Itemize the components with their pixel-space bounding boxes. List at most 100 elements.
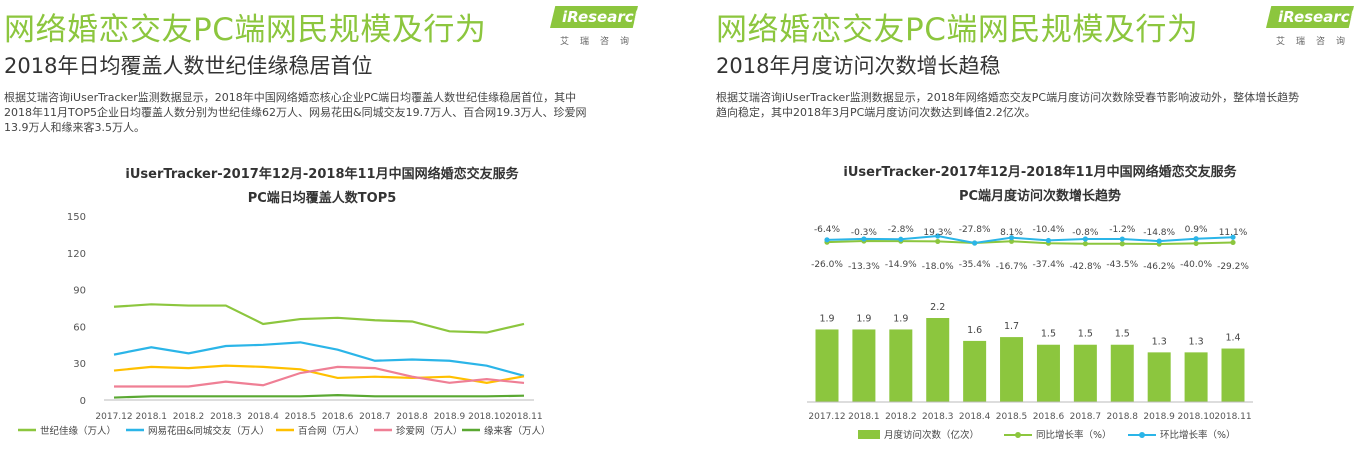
bar (852, 329, 876, 402)
bar-value-label: 1.4 (1225, 333, 1240, 344)
legend-label: 月度访问次数（亿次） (884, 429, 979, 441)
mom-line (826, 234, 1234, 245)
x-tick-label: 2018.1 (848, 412, 880, 422)
right-description: 根据艾瑞咨询iUserTracker监测数据显示，2018年网络婚恋交友PC端月… (716, 90, 1299, 120)
legend-marker-mom (1139, 432, 1145, 438)
mom-point (861, 236, 867, 242)
yoy-label: -13.3% (848, 262, 880, 272)
y-tick-label: 60 (73, 322, 86, 333)
chart-title: iUserTracker-2017年12月-2018年11月中国网络婚恋交友服务 (125, 166, 519, 182)
mom-label: 8.1% (1000, 228, 1023, 238)
mom-point (824, 237, 830, 243)
y-tick-label: 150 (67, 212, 86, 223)
logo-cn-text: 艾瑞咨询 (1276, 37, 1357, 47)
mom-point (935, 233, 941, 239)
x-tick-label: 2018.6 (1033, 412, 1065, 422)
bar-value-label: 1.9 (819, 313, 834, 324)
yoy-label: -46.2% (1143, 262, 1175, 272)
x-tick-label: 2018.1 (136, 412, 168, 422)
mom-label: -10.4% (1033, 225, 1065, 235)
x-tick-label: 2018.5 (285, 412, 317, 422)
left-description: 根据艾瑞咨询iUserTracker监测数据显示，2018年中国网络婚恋核心企业… (4, 90, 587, 135)
bar (1184, 352, 1208, 402)
mom-label: -0.8% (1072, 228, 1099, 238)
mom-point (1156, 238, 1162, 244)
mom-point (1230, 234, 1236, 240)
x-tick-label: 2018.11 (1214, 412, 1251, 422)
mom-label: 11.1% (1219, 228, 1248, 238)
yoy-point (1008, 238, 1015, 244)
chart-title: iUserTracker-2017年12月-2018年11月中国网络婚恋交友服务 (843, 164, 1237, 180)
yoy-point (1082, 241, 1088, 247)
bar (815, 329, 839, 402)
mom-label: -27.8% (959, 225, 991, 235)
left-subtitle: 2018年日均覆盖人数世纪佳缘稳居首位 (4, 54, 373, 78)
y-tick-label: 90 (73, 286, 86, 297)
y-tick-label: 0 (80, 396, 86, 407)
x-tick-label: 2018.10 (1177, 412, 1214, 422)
mom-label: -6.4% (814, 225, 841, 235)
yoy-label: -29.2% (1217, 262, 1249, 272)
x-tick-label: 2018.3 (210, 412, 242, 422)
x-tick-label: 2018.7 (359, 412, 391, 422)
x-tick-label: 2018.11 (505, 412, 542, 422)
x-tick-label: 2018.7 (1070, 412, 1102, 422)
x-tick-label: 2018.9 (1143, 412, 1175, 422)
desc-line: 13.9万人和缘来客3.5万人。 (4, 121, 145, 134)
yoy-label: -37.4% (1033, 260, 1065, 270)
iresearch-logo: iResearch 艾瑞咨询 (550, 6, 640, 47)
desc-line: 趋向稳定，其中2018年3月PC端月度访问次数达到峰值2.2亿次。 (716, 106, 1036, 119)
mom-point (1193, 236, 1199, 242)
legend-swatch-bar (858, 430, 880, 439)
x-tick-label: 2017.12 (808, 412, 845, 422)
desc-line: 根据艾瑞咨询iUserTracker监测数据显示，2018年中国网络婚恋核心企业… (4, 91, 577, 104)
bar-value-label: 1.3 (1152, 336, 1167, 347)
yoy-point (1230, 239, 1236, 246)
mom-label: 0.9% (1185, 225, 1208, 235)
x-tick-label: 2018.4 (959, 412, 991, 422)
y-tick-label: 120 (67, 249, 86, 260)
bar (1073, 344, 1097, 402)
x-tick-label: 2018.2 (173, 412, 205, 422)
chart-subtitle: PC端月度访问次数增长趋势 (959, 188, 1121, 204)
right-panel: 网络婚恋交友PC端网民规模及行为 iResearch 艾瑞咨询 2018年月度访… (706, 0, 1369, 452)
yoy-label: -35.4% (959, 260, 991, 270)
mom-label: -14.8% (1143, 228, 1175, 238)
mom-point (972, 240, 978, 246)
series-line (113, 364, 525, 384)
bar (1221, 348, 1245, 402)
iresearch-logo-mark: iResearch (1266, 6, 1354, 28)
logo-brand-text: iResearch (1278, 8, 1361, 26)
yoy-label: -14.9% (885, 260, 917, 270)
bar-value-label: 1.3 (1189, 336, 1204, 347)
mom-point (1045, 237, 1052, 244)
series-line (113, 303, 525, 334)
yoy-label: -40.0% (1180, 260, 1212, 270)
bar (926, 318, 950, 402)
bar (889, 329, 913, 402)
bar-value-label: 2.2 (930, 302, 945, 313)
x-tick-label: 2017.12 (95, 412, 132, 422)
mom-point (1082, 236, 1088, 242)
desc-line: 2018年11月TOP5企业日均覆盖人数分别为世纪佳缘62万人、网易花田&同城交… (4, 106, 587, 119)
bar-value-label: 1.9 (856, 313, 871, 324)
x-tick-label: 2018.2 (885, 412, 917, 422)
left-panel: 网络婚恋交友PC端网民规模及行为 iResearch 艾瑞咨询 2018年日均覆… (0, 0, 684, 452)
yoy-label: -26.0% (811, 260, 843, 270)
x-tick-label: 2018.5 (996, 412, 1028, 422)
left-headline: 网络婚恋交友PC端网民规模及行为 (4, 12, 487, 48)
bar (1110, 344, 1134, 402)
bar (963, 340, 987, 402)
x-tick-label: 2018.6 (322, 412, 354, 422)
x-tick-label: 2018.3 (922, 412, 954, 422)
yoy-line (826, 239, 1234, 246)
mom-point (1008, 235, 1015, 241)
legend-label: 珍爱网（万人） (396, 425, 463, 437)
yoy-label: -16.7% (996, 262, 1028, 272)
mom-label: -2.8% (888, 225, 915, 235)
iresearch-logo: iResearch 艾瑞咨询 (1266, 6, 1357, 47)
bar (1000, 337, 1024, 402)
bar-value-label: 1.5 (1078, 329, 1093, 340)
yoy-point (935, 238, 941, 245)
x-tick-label: 2018.10 (468, 412, 505, 422)
